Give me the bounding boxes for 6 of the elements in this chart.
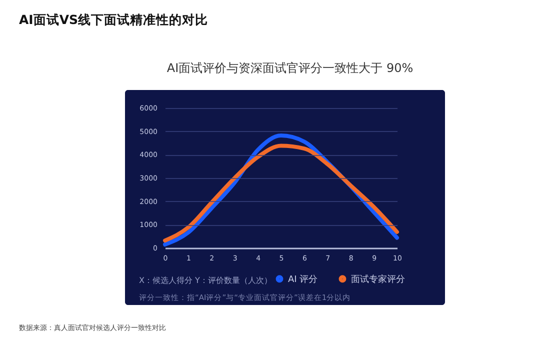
- legend-label: 面试专家评分: [351, 274, 405, 285]
- legend-label: AI 评分: [288, 274, 318, 285]
- chart-title: AI面试VS线下面试精准性的对比: [19, 12, 208, 27]
- text: Y：评价数量（人次）: [194, 276, 272, 285]
- chart-subtitle: AI面试评价与资深面试官评分一致性大于 90%: [166, 61, 414, 75]
- text: X：候选人得分: [139, 276, 192, 285]
